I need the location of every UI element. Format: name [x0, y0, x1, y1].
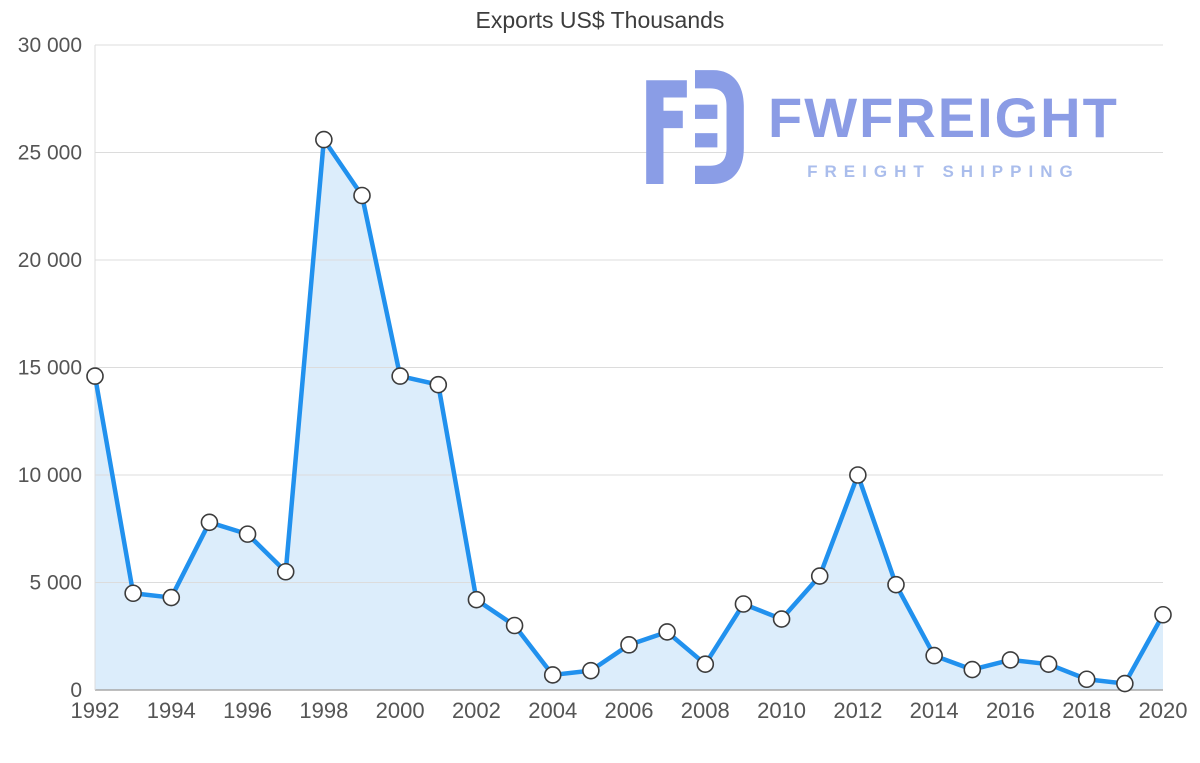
- data-point-marker: [543, 666, 562, 684]
- data-point-marker: [963, 660, 982, 679]
- x-tick-label: 2010: [757, 698, 806, 723]
- x-tick-label: 2004: [528, 698, 577, 723]
- data-point-marker: [429, 375, 448, 394]
- data-point-marker: [734, 595, 753, 613]
- data-point-marker: [124, 584, 142, 603]
- x-tick-label: 2006: [605, 698, 654, 723]
- data-point-marker: [658, 623, 676, 641]
- data-point-marker: [810, 567, 829, 585]
- x-tick-label: 2002: [452, 698, 501, 723]
- x-tick-label: 2008: [681, 698, 730, 723]
- x-tick-label: 1998: [299, 698, 348, 723]
- y-tick-label: 0: [70, 679, 82, 702]
- y-tick-label: 25 000: [18, 142, 82, 165]
- x-tick-label: 2012: [833, 698, 882, 723]
- y-tick-label: 30 000: [18, 34, 82, 57]
- data-point-marker: [162, 588, 181, 607]
- x-tick-label: 1996: [223, 698, 272, 723]
- x-tick-label: 1992: [71, 698, 120, 723]
- x-tick-label: 2016: [986, 698, 1035, 723]
- y-tick-label: 5 000: [29, 572, 82, 595]
- data-point-marker: [1077, 670, 1096, 689]
- y-tick-label: 20 000: [18, 249, 82, 272]
- y-tick-label: 10 000: [18, 464, 82, 487]
- data-point-marker: [620, 636, 638, 654]
- data-point-marker: [467, 590, 486, 609]
- data-point-marker: [1039, 655, 1058, 674]
- x-tick-label: 2020: [1139, 698, 1188, 723]
- data-point-marker: [887, 575, 905, 594]
- data-point-marker: [391, 367, 409, 385]
- data-point-marker: [238, 525, 257, 543]
- data-point-marker: [772, 610, 791, 628]
- y-tick-label: 15 000: [18, 357, 82, 380]
- data-point-marker: [505, 616, 524, 635]
- data-point-marker: [582, 661, 600, 680]
- x-tick-label: 2000: [376, 698, 425, 723]
- data-point-marker: [86, 367, 104, 385]
- data-point-marker: [200, 513, 219, 532]
- data-point-marker: [1154, 605, 1172, 624]
- data-point-marker: [696, 655, 715, 674]
- series-area-fill: [95, 139, 1163, 691]
- x-tick-label: 2018: [1062, 698, 1111, 723]
- data-point-marker: [1001, 651, 1020, 669]
- chart-title: Exports US$ Thousands: [475, 7, 725, 33]
- data-point-marker: [276, 562, 295, 581]
- x-tick-label: 1994: [147, 698, 196, 723]
- data-point-marker: [849, 466, 867, 484]
- data-point-marker: [1116, 674, 1134, 693]
- data-point-marker: [925, 646, 943, 665]
- x-tick-label: 2014: [910, 698, 959, 723]
- data-point-marker: [315, 130, 333, 149]
- data-point-marker: [353, 186, 371, 205]
